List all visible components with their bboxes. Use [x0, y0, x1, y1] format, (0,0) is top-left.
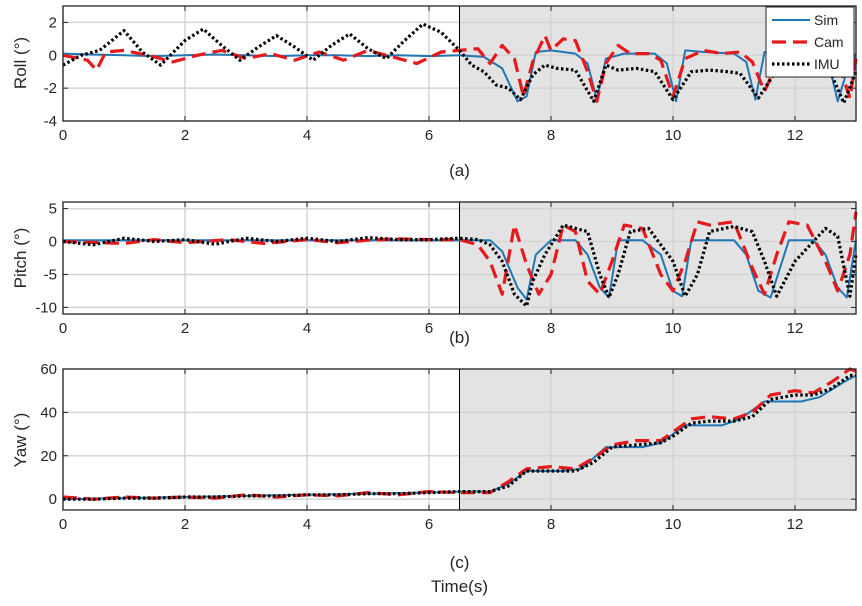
x-tick-label: 4 [303, 127, 311, 144]
series-line-imu [63, 373, 856, 501]
series-line-cam [62, 367, 857, 501]
panel-label: (c) [450, 553, 470, 572]
x-tick-label: 6 [425, 516, 433, 533]
x-axis-label: Time(s) [431, 577, 488, 596]
y-tick-label: 20 [40, 448, 57, 465]
x-tick-label: 12 [787, 127, 804, 144]
x-tick-label: 12 [787, 516, 804, 533]
series-line-cam [62, 34, 858, 103]
y-tick-label: 40 [40, 404, 57, 421]
x-tick-label: 8 [547, 320, 555, 337]
x-tick-label: 10 [665, 320, 682, 337]
x-tick-label: 0 [59, 127, 67, 144]
x-tick-label: 4 [303, 320, 311, 337]
y-tick-label: 2 [49, 14, 57, 31]
series-line-imu [62, 223, 858, 308]
y-axis-label: Roll (°) [11, 37, 30, 89]
axes-frame [62, 5, 857, 122]
y-tick-label: 0 [49, 491, 57, 508]
y-tick-label: 5 [49, 201, 57, 218]
x-tick-label: 10 [665, 516, 682, 533]
x-tick-label: 0 [59, 320, 67, 337]
x-tick-label: 8 [547, 127, 555, 144]
x-tick-label: 10 [665, 127, 682, 144]
panel-label: (a) [449, 161, 470, 180]
y-tick-label: -5 [44, 266, 57, 283]
x-tick-label: 8 [547, 516, 555, 533]
axes-frame [62, 201, 857, 315]
x-tick-label: 0 [59, 516, 67, 533]
x-tick-label: 2 [181, 516, 189, 533]
x-tick-label: 6 [425, 127, 433, 144]
y-axis-label: Pitch (°) [11, 228, 30, 289]
y-tick-label: -2 [44, 80, 57, 97]
y-tick-label: 0 [49, 47, 57, 64]
x-tick-label: 2 [181, 320, 189, 337]
panel-label: (b) [449, 328, 470, 347]
axes-frame [62, 368, 857, 511]
y-tick-label: 60 [40, 361, 57, 378]
legend-label-imu: IMU [814, 56, 840, 72]
legend-label-sim: Sim [814, 12, 838, 28]
x-tick-label: 2 [181, 127, 189, 144]
y-axis-label: Yaw (°) [11, 413, 30, 468]
y-tick-label: 0 [49, 234, 57, 251]
y-tick-label: -4 [44, 113, 57, 130]
x-tick-label: 12 [787, 320, 804, 337]
x-tick-label: 6 [425, 320, 433, 337]
x-tick-label: 4 [303, 516, 311, 533]
y-tick-label: -10 [35, 299, 57, 316]
legend-label-cam: Cam [814, 34, 844, 50]
